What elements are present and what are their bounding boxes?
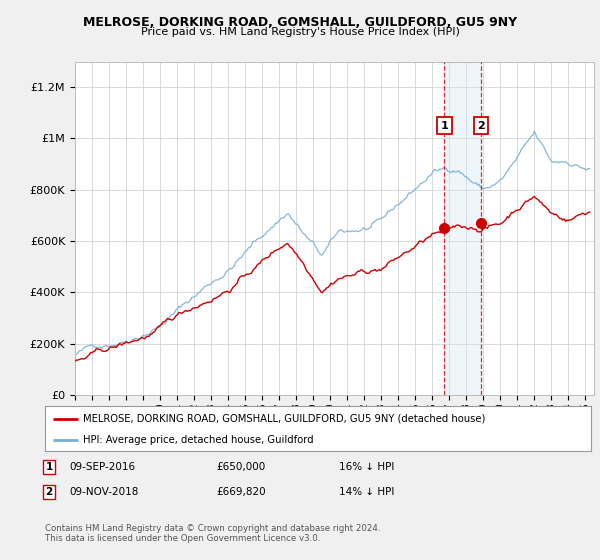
- Text: 14% ↓ HPI: 14% ↓ HPI: [339, 487, 394, 497]
- Text: 09-NOV-2018: 09-NOV-2018: [69, 487, 139, 497]
- Text: MELROSE, DORKING ROAD, GOMSHALL, GUILDFORD, GU5 9NY (detached house): MELROSE, DORKING ROAD, GOMSHALL, GUILDFO…: [83, 413, 485, 423]
- Text: 1: 1: [440, 120, 448, 130]
- Text: 1: 1: [46, 462, 53, 472]
- Text: £650,000: £650,000: [216, 462, 265, 472]
- Text: 2: 2: [477, 120, 485, 130]
- Text: 16% ↓ HPI: 16% ↓ HPI: [339, 462, 394, 472]
- Text: 09-SEP-2016: 09-SEP-2016: [69, 462, 135, 472]
- Text: MELROSE, DORKING ROAD, GOMSHALL, GUILDFORD, GU5 9NY: MELROSE, DORKING ROAD, GOMSHALL, GUILDFO…: [83, 16, 517, 29]
- Text: 2: 2: [46, 487, 53, 497]
- Bar: [444, 62, 481, 395]
- Text: HPI: Average price, detached house, Guildford: HPI: Average price, detached house, Guil…: [83, 435, 314, 445]
- Text: £669,820: £669,820: [216, 487, 266, 497]
- Text: Contains HM Land Registry data © Crown copyright and database right 2024.
This d: Contains HM Land Registry data © Crown c…: [45, 524, 380, 543]
- Text: Price paid vs. HM Land Registry's House Price Index (HPI): Price paid vs. HM Land Registry's House …: [140, 27, 460, 37]
